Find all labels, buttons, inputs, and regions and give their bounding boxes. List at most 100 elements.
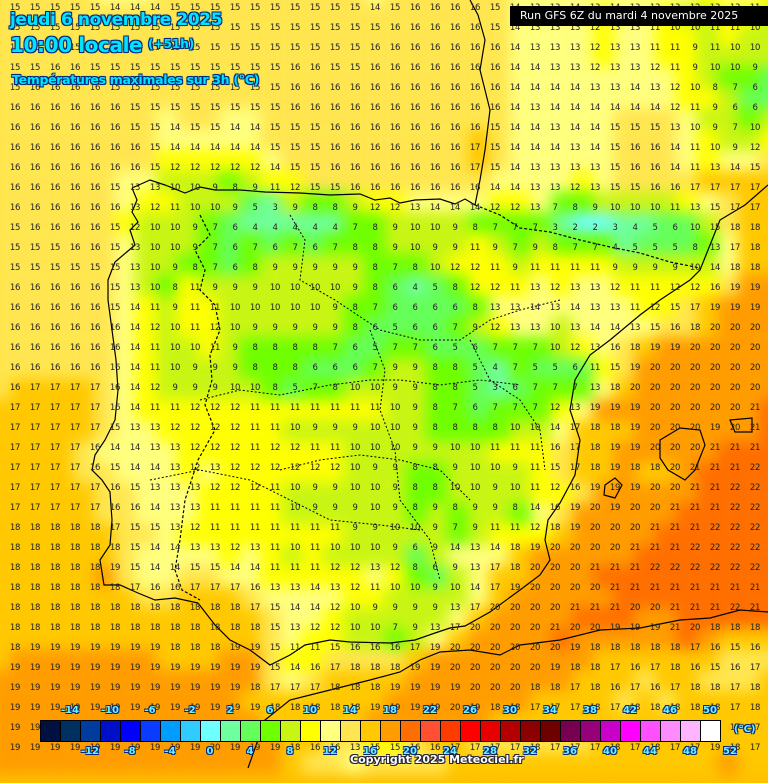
grid-value: 15: [129, 523, 141, 533]
field-cell: [239, 212, 261, 234]
grid-value: 10: [509, 423, 521, 433]
grid-value: 10: [309, 283, 321, 293]
field-cell: [322, 66, 344, 88]
grid-value: 17: [569, 463, 581, 473]
grid-value: 16: [469, 63, 481, 73]
field-cell: [301, 25, 323, 47]
field-cell: [10, 191, 32, 213]
field-cell: [593, 378, 614, 400]
grid-value: 15: [709, 203, 721, 213]
field-cell: [572, 108, 594, 130]
grid-value: 22: [729, 603, 741, 613]
grid-value: 14: [569, 103, 581, 113]
field-cell: [52, 87, 74, 109]
grid-value: 16: [69, 163, 81, 173]
grid-value: 12: [469, 263, 481, 273]
grid-value: 4: [492, 363, 498, 373]
grid-value: 8: [432, 383, 438, 393]
field-cell: [530, 0, 552, 5]
grid-value: 15: [629, 123, 641, 133]
grid-value: 13: [589, 283, 601, 293]
field-cell: [530, 295, 552, 317]
field-cell: [239, 25, 261, 47]
field-cell: [364, 254, 386, 275]
field-cell: [385, 295, 406, 317]
grid-value: 14: [589, 323, 601, 333]
field-cell: [93, 0, 115, 5]
field-cell: [509, 316, 531, 338]
grid-value: 12: [289, 183, 301, 193]
grid-value: 18: [709, 683, 721, 693]
grid-value: 13: [529, 43, 541, 53]
grid-value: 18: [189, 603, 201, 613]
grid-value: 15: [609, 183, 621, 193]
grid-value: 6: [472, 343, 478, 353]
grid-value: 21: [689, 603, 701, 613]
field-cell: [10, 378, 32, 400]
grid-value: 16: [249, 583, 261, 593]
field-cell: [468, 129, 490, 151]
field-cell: [759, 129, 768, 151]
field-cell: [426, 399, 448, 421]
grid-value: 14: [549, 423, 561, 433]
grid-value: 7: [532, 223, 538, 233]
grid-value: 15: [349, 63, 361, 73]
field-cell: [697, 378, 718, 400]
grid-value: 6: [432, 343, 438, 353]
field-cell: [489, 25, 510, 47]
field-cell: [364, 233, 386, 254]
grid-value: 11: [669, 63, 681, 73]
grid-value: 17: [689, 183, 701, 193]
grid-value: 18: [249, 623, 261, 633]
field-cell: [260, 295, 282, 317]
grid-value: 9: [232, 283, 238, 293]
grid-value: 15: [269, 23, 281, 33]
grid-value: 12: [309, 463, 321, 473]
field-cell: [738, 108, 760, 130]
grid-value: 15: [189, 123, 201, 133]
field-cell: [426, 170, 448, 192]
legend-label-top: 34: [543, 705, 557, 716]
grid-value: 11: [529, 443, 541, 453]
field-cell: [322, 129, 344, 151]
field-cell: [489, 191, 510, 213]
grid-value: 20: [669, 443, 681, 453]
grid-value: 15: [489, 163, 501, 173]
field-cell: [426, 378, 448, 400]
legend-label-top: 18: [383, 705, 397, 716]
grid-value: 11: [209, 343, 221, 353]
field-cell: [177, 358, 198, 379]
grid-value: 16: [449, 3, 461, 13]
field-cell: [156, 212, 178, 234]
grid-value: 21: [569, 603, 581, 613]
field-cell: [197, 420, 219, 442]
grid-value: 19: [669, 343, 681, 353]
field-cell: [114, 274, 136, 296]
field-cell: [385, 87, 406, 109]
grid-value: 3: [612, 223, 618, 233]
grid-value: 13: [549, 43, 561, 53]
field-cell: [281, 399, 302, 421]
grid-value: 20: [569, 623, 581, 633]
field-cell: [114, 316, 136, 338]
grid-value: 19: [569, 523, 581, 533]
grid-value: 8: [412, 463, 418, 473]
field-cell: [697, 129, 718, 151]
field-cell: [385, 129, 406, 151]
grid-value: 15: [369, 23, 381, 33]
grid-value: 18: [669, 663, 681, 673]
field-cell: [156, 150, 178, 171]
grid-value: 18: [749, 703, 761, 713]
grid-value: 15: [309, 3, 321, 13]
field-cell: [260, 399, 282, 421]
field-cell: [593, 254, 614, 275]
field-cell: [405, 87, 427, 109]
grid-value: 15: [269, 643, 281, 653]
field-cell: [468, 4, 490, 26]
grid-value: 12: [189, 463, 201, 473]
field-cell: [31, 66, 53, 88]
grid-value: 16: [109, 103, 121, 113]
grid-value: 10: [689, 123, 701, 133]
grid-value: 8: [252, 263, 258, 273]
field-cell: [717, 274, 739, 296]
